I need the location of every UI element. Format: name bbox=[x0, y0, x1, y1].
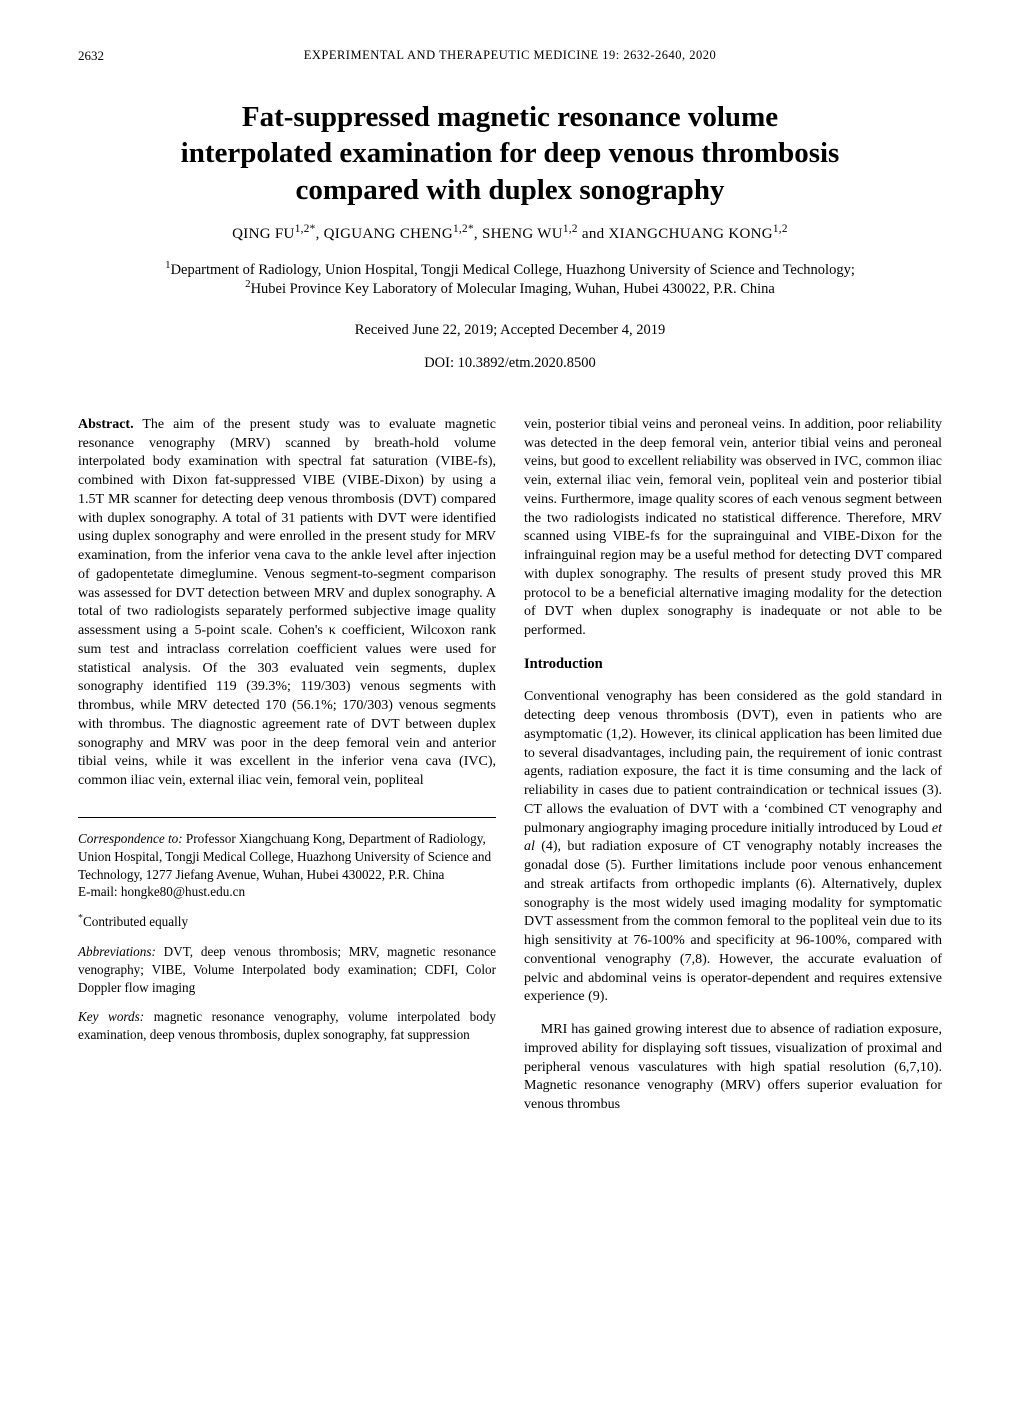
abbreviations-label: Abbreviations: bbox=[78, 944, 156, 959]
affiliations: 1Department of Radiology, Union Hospital… bbox=[78, 261, 942, 300]
abstract-paragraph: Abstract. The aim of the present study w… bbox=[78, 416, 496, 791]
footnote-divider bbox=[78, 817, 496, 818]
introduction-heading: Introduction bbox=[524, 655, 942, 674]
footnote-block: Correspondence to: Professor Xiangchuang… bbox=[78, 830, 496, 1044]
intro-paragraph-2: MRI has gained growing interest due to a… bbox=[524, 1021, 942, 1115]
title-line-1: Fat-suppressed magnetic resonance volume bbox=[242, 101, 778, 133]
authors-line: QING FU1,2*, QIGUANG CHENG1,2*, SHENG WU… bbox=[78, 226, 942, 243]
correspondence-footnote: Correspondence to: Professor Xiangchuang… bbox=[78, 830, 496, 901]
intro-paragraph-1: Conventional venography has been conside… bbox=[524, 688, 942, 1007]
left-column: Abstract. The aim of the present study w… bbox=[78, 402, 496, 1115]
title-line-2: interpolated examination for deep venous… bbox=[181, 137, 840, 169]
doi-line: DOI: 10.3892/etm.2020.8500 bbox=[78, 355, 942, 372]
contributed-equally-footnote: *Contributed equally bbox=[78, 913, 496, 931]
received-accepted-dates: Received June 22, 2019; Accepted Decembe… bbox=[78, 322, 942, 339]
keywords-label: Key words: bbox=[78, 1009, 144, 1024]
title-line-3: compared with duplex sonography bbox=[296, 174, 725, 206]
abbreviations-footnote: Abbreviations: DVT, deep venous thrombos… bbox=[78, 943, 496, 996]
correspondence-label: Correspondence to: bbox=[78, 831, 183, 846]
page-number: 2632 bbox=[78, 48, 104, 64]
abstract-continuation: vein, posterior tibial veins and peronea… bbox=[524, 416, 942, 641]
right-column: vein, posterior tibial veins and peronea… bbox=[524, 402, 942, 1115]
abstract-text: The aim of the present study was to eval… bbox=[78, 417, 496, 788]
article-title: Fat-suppressed magnetic resonance volume… bbox=[78, 99, 942, 208]
keywords-footnote: Key words: magnetic resonance venography… bbox=[78, 1008, 496, 1044]
two-column-body: Abstract. The aim of the present study w… bbox=[78, 402, 942, 1115]
correspondence-email: E-mail: hongke80@hust.edu.cn bbox=[78, 884, 245, 899]
abstract-label: Abstract. bbox=[78, 417, 134, 432]
page-root: 2632 EXPERIMENTAL AND THERAPEUTIC MEDICI… bbox=[0, 0, 1020, 1155]
running-head: EXPERIMENTAL AND THERAPEUTIC MEDICINE 19… bbox=[78, 48, 942, 63]
